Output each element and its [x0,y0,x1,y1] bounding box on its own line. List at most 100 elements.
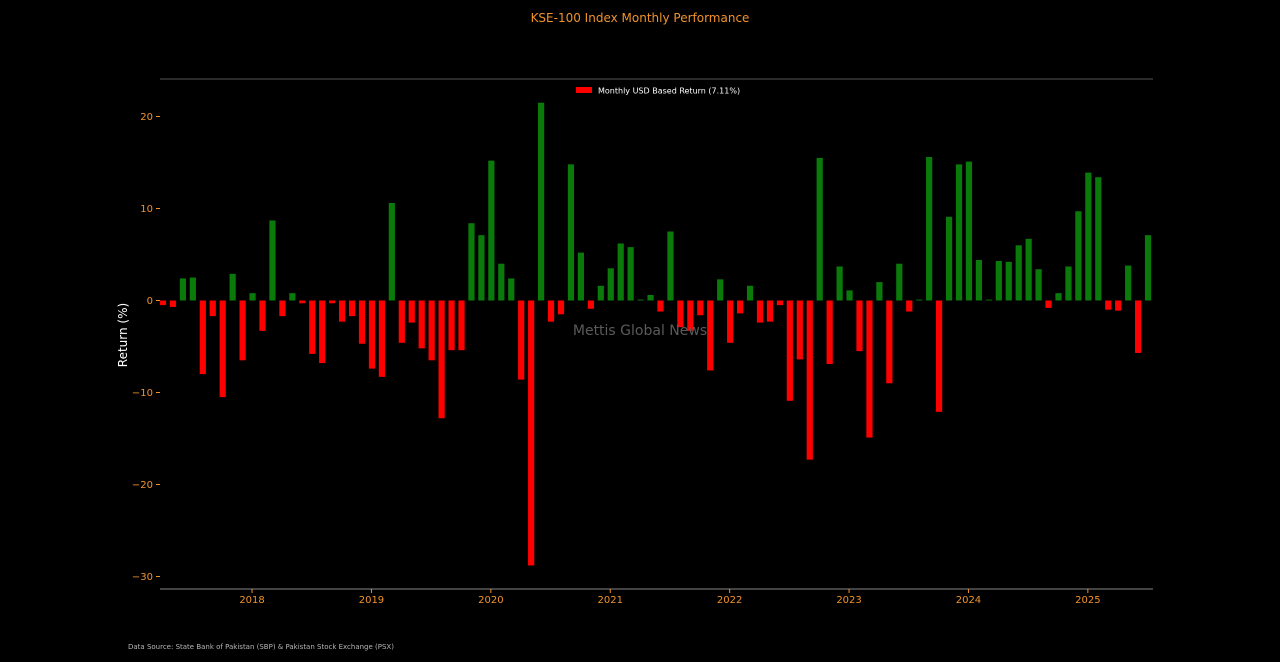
bar [448,300,455,351]
x-tick-label: 2020 [478,595,503,606]
x-tick-label: 2019 [359,595,384,606]
y-tick-label: −20 [132,480,153,491]
bar [866,300,873,438]
bar [627,247,634,301]
bar [746,285,754,301]
bar [826,300,833,364]
bar [1045,300,1052,308]
bar [1115,300,1122,311]
bar [945,216,953,301]
y-tick-label: 0 [147,296,153,307]
bar [776,300,783,306]
bar [299,300,306,304]
bar [916,299,923,301]
bar [498,263,505,301]
x-tick-label: 2021 [598,595,623,606]
bar [786,300,793,401]
bar [1105,300,1112,310]
bar [737,300,744,314]
bar [368,300,376,369]
bar [239,300,246,361]
legend: Monthly USD Based Return (7.11%) [576,87,740,96]
bar [796,300,803,360]
bar [727,300,734,343]
bar [518,300,525,380]
bar [1005,261,1012,301]
bar [189,277,196,301]
x-tick-label: 2025 [1075,595,1100,606]
bar [1085,172,1092,301]
watermark: Mettis Global News [573,323,707,339]
bar [836,266,843,301]
legend-label: Monthly USD Based Return (7.11%) [598,87,740,96]
legend-swatch [576,87,592,93]
bar [1035,269,1042,301]
bar [528,300,535,566]
bar [159,300,167,306]
bar [1025,238,1032,301]
bar [468,223,475,301]
bar [329,300,336,304]
bar [906,300,913,312]
bar [607,268,614,301]
bar [707,300,714,371]
bar [637,299,644,301]
bar [557,300,565,315]
bar [418,300,425,349]
bar [1135,300,1142,353]
bar [219,300,226,398]
bar [269,220,276,301]
bar [1015,245,1022,301]
bar [985,299,992,301]
y-tick-label: 10 [140,204,153,215]
bar [388,202,395,301]
bar [597,285,604,301]
bar [587,300,594,309]
y-tick-label: −30 [132,572,153,583]
x-tick-label: 2023 [836,595,861,606]
bar [677,300,684,328]
bar [179,278,186,301]
chart-title: KSE-100 Index Monthly Performance [531,11,750,25]
bar [886,300,893,384]
x-axis: 2018 2019 2020 2021 2022 2023 2024 2025 [239,589,1101,606]
bar [398,300,405,343]
y-tick-label: −10 [132,388,153,399]
bar [816,157,823,301]
bar [756,300,764,323]
bar [358,300,366,344]
bar [1125,265,1132,301]
bar [319,300,326,364]
bar [617,243,624,301]
bar [508,278,515,301]
bar [926,156,933,301]
bar [458,300,465,351]
bar [279,300,286,317]
bar [647,294,654,301]
bar [896,263,903,301]
bar [806,300,813,460]
bar [657,300,664,312]
bar [209,300,216,317]
bar [169,300,177,307]
bar [199,300,206,375]
bar [687,300,694,331]
bar [697,300,704,316]
bar [478,235,485,301]
bar [955,164,963,301]
bar [577,252,584,301]
x-tick-label: 2022 [717,595,742,606]
bar [229,273,236,301]
bar [766,300,774,322]
bar [1144,235,1152,301]
bar [309,300,316,354]
y-axis-label: Return (%) [116,303,130,367]
bar [547,300,555,322]
bars [159,102,1152,566]
bar [438,300,445,419]
bar [249,293,256,301]
x-tick-label: 2018 [239,595,264,606]
bar [717,279,724,301]
bar [259,300,266,331]
